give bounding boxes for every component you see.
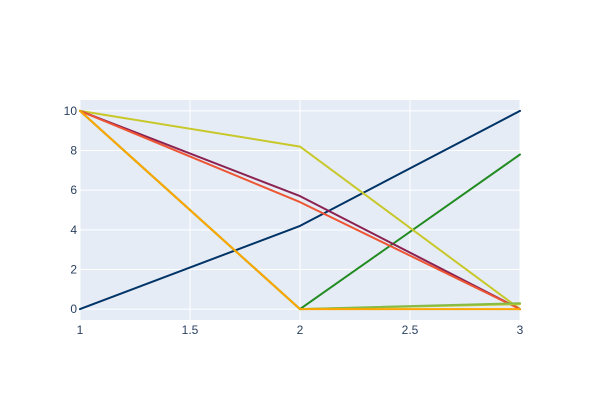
y-tick-label: 4 [70, 223, 77, 237]
y-tick-label: 0 [70, 302, 77, 316]
y-axis-ticks: 0 2 4 6 8 10 [64, 104, 78, 316]
x-tick-label: 2.5 [402, 323, 419, 337]
series-line-4 [79, 109, 521, 311]
x-tick-label: 3 [517, 323, 524, 337]
y-tick-label: 6 [70, 183, 77, 197]
x-tick-label: 2 [297, 323, 304, 337]
series-line-5 [79, 109, 521, 311]
gridlines [79, 100, 521, 320]
y-tick-label: 2 [70, 262, 77, 276]
series-line-8 [79, 109, 521, 311]
x-tick-label: 1.5 [182, 323, 199, 337]
series-lines [79, 109, 521, 311]
x-tick-label: 1 [77, 323, 84, 337]
series-line-3 [79, 109, 521, 311]
x-axis-ticks: 1 1.5 2 2.5 3 [77, 323, 524, 337]
y-tick-label: 8 [70, 144, 77, 158]
y-tick-label: 10 [64, 104, 78, 118]
series-line-1 [79, 109, 521, 311]
